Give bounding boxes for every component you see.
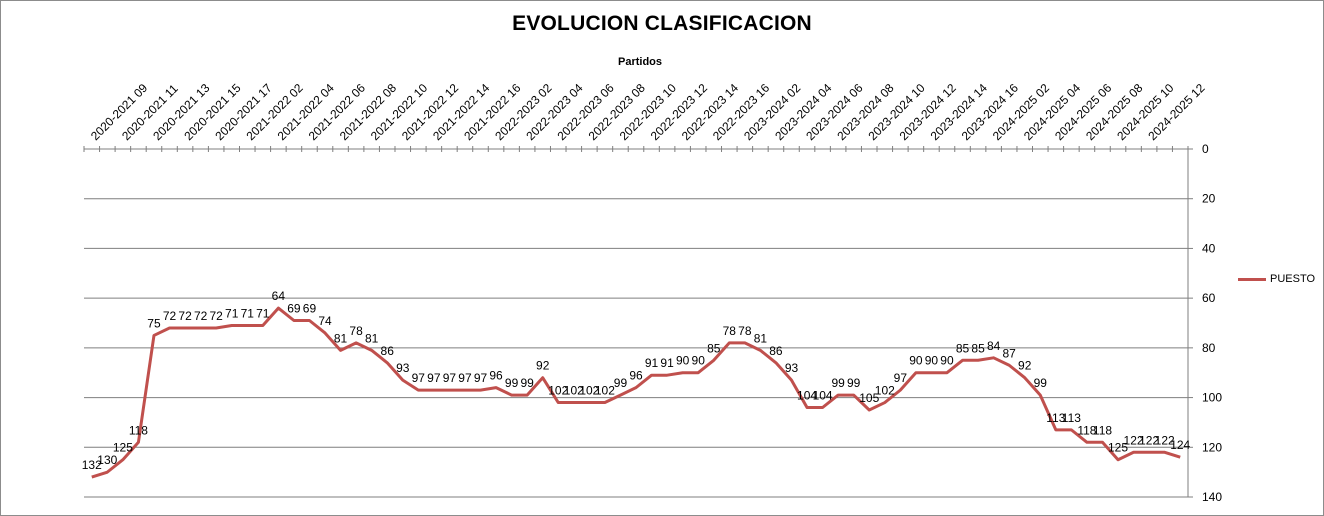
data-label: 90: [909, 354, 923, 368]
y-tick-label: 60: [1202, 291, 1216, 305]
data-label: 90: [940, 354, 954, 368]
data-label: 124: [1170, 438, 1190, 452]
data-label: 118: [1077, 423, 1096, 437]
legend-swatch: [1238, 277, 1266, 281]
data-label: 96: [489, 369, 503, 383]
legend-label: PUESTO: [1270, 273, 1316, 285]
data-label: 122: [1155, 433, 1175, 447]
data-label: 86: [381, 344, 395, 358]
data-label: 72: [194, 309, 208, 323]
data-label: 81: [754, 331, 768, 345]
data-label: 90: [676, 354, 690, 368]
data-label: 92: [1018, 359, 1032, 373]
data-label: 78: [738, 324, 752, 338]
data-label: 122: [1139, 433, 1159, 447]
data-label: 105: [859, 391, 879, 405]
y-tick-label: 40: [1202, 241, 1216, 255]
data-label: 96: [629, 369, 643, 383]
data-label: 72: [163, 309, 177, 323]
data-label: 102: [595, 384, 615, 398]
data-label: 97: [427, 371, 441, 385]
series-line-puesto: [91, 306, 1181, 479]
data-label: 118: [1093, 423, 1112, 437]
data-label: 81: [334, 331, 348, 345]
x-axis-title: Partidos: [617, 56, 662, 68]
legend: PUESTO: [1238, 273, 1315, 285]
y-tick-label: 120: [1202, 440, 1222, 454]
data-label: 93: [396, 361, 410, 375]
data-label: 99: [831, 376, 845, 390]
y-tick-label: 20: [1202, 192, 1216, 206]
data-label: 132: [82, 458, 102, 472]
data-label: 102: [579, 384, 599, 398]
data-label: 122: [1124, 433, 1144, 447]
data-label: 74: [318, 314, 332, 328]
data-label: 69: [303, 302, 317, 316]
chart-title: EVOLUCION CLASIFICACION: [512, 12, 812, 35]
data-label: 87: [1003, 346, 1017, 360]
data-label: 78: [723, 324, 737, 338]
data-label: 97: [474, 371, 488, 385]
data-label: 118: [129, 423, 148, 437]
data-label: 113: [1062, 411, 1081, 425]
data-label: 71: [225, 306, 239, 320]
data-label: 81: [365, 331, 379, 345]
data-label: 71: [241, 306, 255, 320]
data-label: 104: [797, 389, 817, 403]
data-label: 125: [113, 441, 133, 455]
data-label: 104: [813, 389, 833, 403]
data-label: 97: [458, 371, 472, 385]
data-label: 91: [645, 356, 659, 370]
data-label: 102: [548, 384, 568, 398]
data-label: 99: [505, 376, 519, 390]
data-label: 97: [894, 371, 908, 385]
data-label: 85: [971, 341, 985, 355]
y-tick-label: 0: [1202, 142, 1209, 156]
data-label: 69: [287, 302, 301, 316]
y-tick-label: 100: [1202, 391, 1222, 405]
data-label: 84: [987, 339, 1001, 353]
data-label: 75: [147, 316, 161, 330]
data-label: 97: [443, 371, 457, 385]
data-label: 99: [520, 376, 534, 390]
data-label: 93: [785, 361, 799, 375]
data-label: 99: [1034, 376, 1048, 390]
data-label: 72: [178, 309, 192, 323]
y-tick-label: 140: [1202, 490, 1222, 504]
data-label: 130: [97, 453, 117, 467]
data-label: 102: [875, 384, 895, 398]
data-label: 97: [412, 371, 426, 385]
data-label: 99: [614, 376, 628, 390]
data-label: 86: [769, 344, 783, 358]
data-label: 102: [564, 384, 584, 398]
data-label: 99: [847, 376, 861, 390]
data-label: 85: [707, 341, 721, 355]
data-label: 90: [925, 354, 939, 368]
data-label: 113: [1046, 411, 1065, 425]
data-label: 90: [692, 354, 706, 368]
data-label: 71: [256, 306, 270, 320]
data-label: 72: [209, 309, 223, 323]
data-label: 85: [956, 341, 970, 355]
data-label: 78: [349, 324, 363, 338]
data-label: 91: [660, 356, 674, 370]
data-label: 64: [272, 289, 286, 303]
y-tick-label: 80: [1202, 341, 1216, 355]
data-label: 92: [536, 359, 550, 373]
data-label: 125: [1108, 441, 1128, 455]
